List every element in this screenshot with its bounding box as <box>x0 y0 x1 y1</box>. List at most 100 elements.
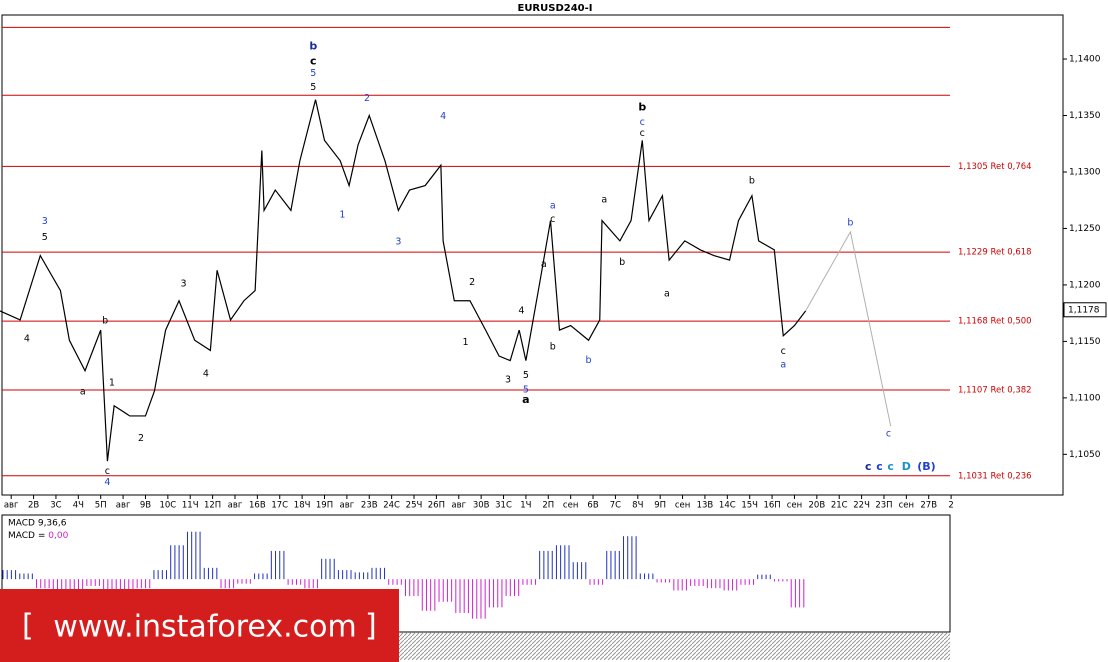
x-tick-label: 13В <box>697 501 714 511</box>
x-tick-label: 7С <box>610 501 621 511</box>
wave-label: (B) <box>917 460 935 473</box>
wave-label: b <box>102 316 108 327</box>
wave-label: c <box>887 460 894 473</box>
wave-label: a <box>664 288 670 299</box>
wave-label: c <box>105 466 110 477</box>
x-tick-label: авг <box>340 501 355 511</box>
y-tick-label: 1,1050 <box>1069 450 1101 460</box>
wave-label: 2 <box>138 433 144 444</box>
wave-label: 2 <box>469 277 475 288</box>
level-label: 1,1031 Ret 0,236 <box>958 471 1032 481</box>
wave-label: a <box>601 195 607 206</box>
x-tick-label: 25Ч <box>406 501 423 511</box>
wave-label: 4 <box>518 305 524 316</box>
wave-label: c <box>876 460 883 473</box>
forecast-line <box>805 230 892 427</box>
wave-label: c <box>640 128 645 139</box>
wave-label: 2 <box>364 93 370 104</box>
x-tick-label: авг <box>4 501 19 511</box>
macd-value-label: 0,00 <box>48 531 68 541</box>
x-tick-label: авг <box>451 501 466 511</box>
macd-value: MACD = 0,00 <box>8 531 69 541</box>
y-tick-label: 1,1400 <box>1069 55 1101 65</box>
wave-label: 3 <box>395 237 401 248</box>
x-tick-label: 20В <box>809 501 826 511</box>
wave-label: c <box>781 346 786 357</box>
y-tick-label: 1,1100 <box>1069 393 1101 403</box>
x-tick-label: 24С <box>383 501 400 511</box>
chart-title: EURUSD240-I <box>517 3 592 14</box>
x-tick-label: 22Ч <box>853 501 870 511</box>
level-label: 1,1229 Ret 0,618 <box>958 248 1032 258</box>
wave-label: 5 <box>523 384 529 395</box>
x-tick-label: 2П <box>542 501 554 511</box>
x-tick-label: сен <box>675 501 690 511</box>
logo-box <box>0 589 399 662</box>
y-tick-label: 1,1200 <box>1069 280 1101 290</box>
x-tick-label: 10С <box>159 501 176 511</box>
wave-label: c <box>865 460 872 473</box>
x-tick-label: 26П <box>428 501 445 511</box>
x-tick-label: 23П <box>875 501 892 511</box>
x-tick-label: 19П <box>316 501 333 511</box>
y-tick-label: 1,1300 <box>1069 167 1101 177</box>
x-tick-label: 30В <box>473 501 490 511</box>
x-tick-label: 14С <box>719 501 736 511</box>
wave-label: b <box>638 101 646 114</box>
wave-label: c <box>310 54 317 67</box>
wave-label: b <box>550 342 556 353</box>
wave-label: 5 <box>310 68 316 79</box>
wave-label: c <box>550 214 555 225</box>
wave-label: b <box>309 40 317 53</box>
wave-label: 1 <box>109 378 115 389</box>
x-tick-label: авг <box>228 501 243 511</box>
x-tick-label: сен <box>787 501 802 511</box>
x-tick-label: 21С <box>831 501 848 511</box>
wave-label: b <box>586 355 592 366</box>
logo-bracket: ] <box>365 609 377 644</box>
x-tick-label: 8Ч <box>632 501 643 511</box>
wave-label: a <box>541 259 547 270</box>
wave-label: 3 <box>505 374 511 385</box>
x-tick-label: 1Ч <box>520 501 531 511</box>
wave-label: c <box>640 117 645 128</box>
wave-label: a <box>80 387 86 398</box>
wave-label: c <box>886 429 891 440</box>
x-tick-label: 17С <box>271 501 288 511</box>
wave-label: b <box>847 217 853 228</box>
price-line <box>0 99 807 462</box>
x-tick-label: 3С <box>50 501 61 511</box>
wave-label: 1 <box>339 209 345 220</box>
wave-label: a <box>780 360 786 371</box>
wave-label: b <box>619 257 625 268</box>
wave-label: 4 <box>24 334 30 345</box>
price-tag-label: 1,1178 <box>1068 305 1100 315</box>
y-tick-label: 1,1150 <box>1069 337 1101 347</box>
x-tick-label: сен <box>899 501 914 511</box>
wave-label: 4 <box>440 111 446 122</box>
x-tick-label: 23В <box>361 501 378 511</box>
wave-label: 1 <box>462 337 468 348</box>
x-tick-label: 9В <box>140 501 151 511</box>
macd-name: MACD 9,36,6 <box>8 519 67 529</box>
price-tag <box>1063 302 1107 318</box>
wave-label: 5 <box>310 82 316 93</box>
x-tick-label: авг <box>116 501 131 511</box>
wave-label: D <box>902 460 911 473</box>
wave-label: 4 <box>203 369 209 380</box>
y-tick-label: 1,1350 <box>1069 111 1101 121</box>
logo-bracket: [ <box>22 609 34 644</box>
x-tick-label: 16В <box>249 501 266 511</box>
wave-label: a <box>550 200 556 211</box>
x-tick-label: 2В <box>28 501 39 511</box>
wave-label: 3 <box>42 216 48 227</box>
x-tick-label: 18Ч <box>294 501 311 511</box>
x-tick-label: 6В <box>587 501 598 511</box>
level-label: 1,1168 Ret 0,500 <box>958 317 1032 327</box>
wave-label: 5 <box>523 370 529 381</box>
x-tick-label: 4Ч <box>73 501 84 511</box>
x-tick-label: 16П <box>763 501 780 511</box>
price-panel <box>1 14 1064 496</box>
wave-label: a <box>522 393 529 406</box>
